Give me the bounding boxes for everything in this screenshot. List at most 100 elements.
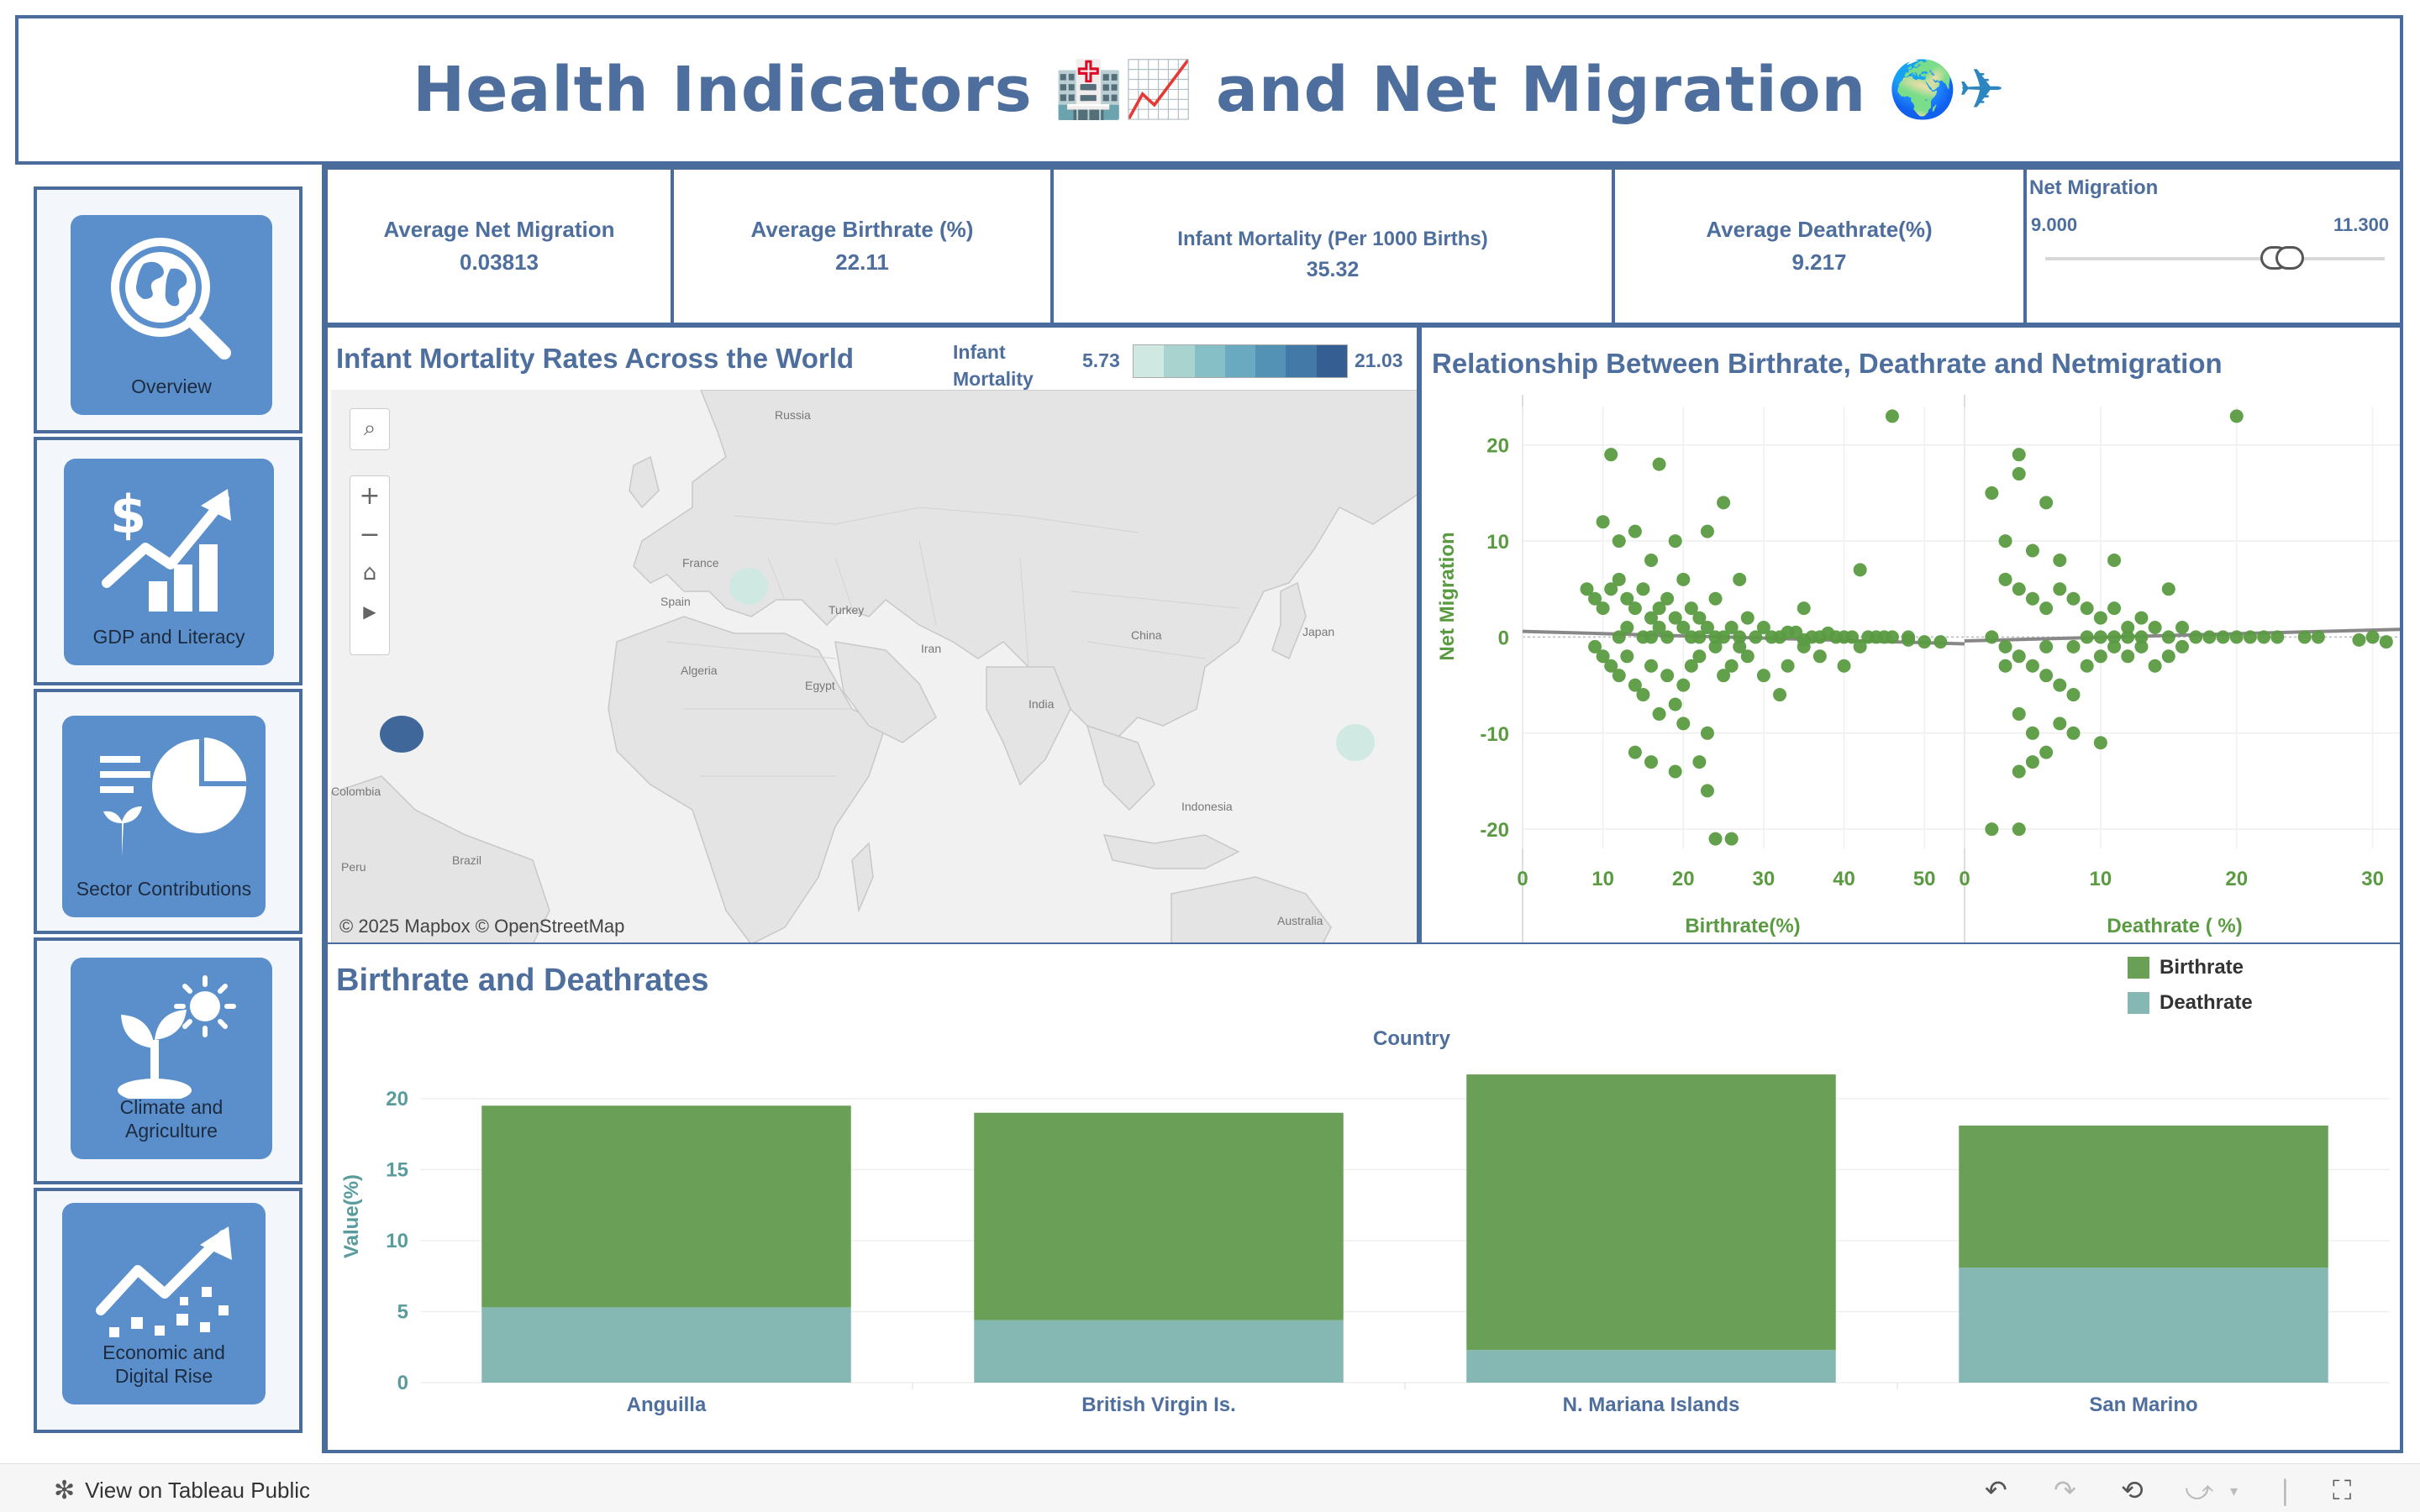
scatter-point-deathrate[interactable]: [2121, 621, 2135, 634]
bar-birthrate[interactable]: [1959, 1125, 2328, 1268]
scatter-point-deathrate[interactable]: [2053, 582, 2067, 596]
scatter-point-birthrate[interactable]: [1708, 639, 1723, 654]
scatter-point-deathrate[interactable]: [2012, 649, 2026, 664]
scatter-point-deathrate[interactable]: [2161, 649, 2175, 664]
scatter-point-deathrate[interactable]: [2093, 649, 2107, 664]
scatter-point-birthrate[interactable]: [1812, 630, 1827, 644]
scatter-point-birthrate[interactable]: [1628, 524, 1642, 538]
scatter-point-birthrate[interactable]: [1604, 659, 1618, 673]
scatter-point-birthrate[interactable]: [1620, 621, 1634, 634]
scatter-point-birthrate[interactable]: [1636, 688, 1650, 702]
scatter-point-deathrate[interactable]: [2229, 409, 2244, 423]
scatter-point-deathrate[interactable]: [2093, 736, 2107, 750]
redo-icon[interactable]: ↷: [2054, 1474, 2076, 1506]
scatter-point-deathrate[interactable]: [2107, 630, 2122, 644]
scatter-point-birthrate[interactable]: [1580, 582, 1594, 596]
scatter-point-birthrate[interactable]: [1733, 572, 1747, 586]
scatter-point-birthrate[interactable]: [1733, 630, 1747, 644]
scatter-point-birthrate[interactable]: [1652, 457, 1666, 471]
scatter-point-deathrate[interactable]: [2012, 582, 2026, 596]
scatter-point-deathrate[interactable]: [2134, 611, 2149, 625]
bar-birthrate[interactable]: [1466, 1074, 1836, 1351]
scatter-point-birthrate[interactable]: [1797, 633, 1811, 647]
slider-handle-max[interactable]: [2275, 246, 2304, 270]
scatter-point-birthrate[interactable]: [1644, 553, 1659, 567]
scatter-point-birthrate[interactable]: [1692, 649, 1707, 664]
scatter-point-deathrate[interactable]: [2365, 630, 2380, 644]
map-search-button[interactable]: ⌕: [363, 415, 376, 441]
scatter-point-birthrate[interactable]: [1684, 659, 1698, 673]
scatter-point-birthrate[interactable]: [1628, 678, 1642, 692]
scatter-point-birthrate[interactable]: [1612, 572, 1626, 586]
scatter-point-deathrate[interactable]: [1998, 534, 2012, 549]
scatter-point-deathrate[interactable]: [2025, 726, 2039, 740]
scatter-point-deathrate[interactable]: [2093, 630, 2107, 644]
scatter-point-birthrate[interactable]: [1676, 621, 1691, 634]
scatter-point-deathrate[interactable]: [2039, 639, 2054, 654]
scatter-point-birthrate[interactable]: [1918, 635, 1932, 649]
scatter-point-deathrate[interactable]: [2039, 669, 2054, 683]
scatter-point-birthrate[interactable]: [1756, 621, 1770, 634]
map-marker-pacific[interactable]: [1336, 724, 1375, 761]
scatter-point-deathrate[interactable]: [2148, 659, 2162, 673]
map-home-button[interactable]: ⌂: [362, 560, 377, 585]
scatter-point-birthrate[interactable]: [1652, 621, 1666, 634]
scatter-point-birthrate[interactable]: [1733, 639, 1747, 654]
scatter-point-deathrate[interactable]: [2161, 630, 2175, 644]
scatter-point-birthrate[interactable]: [1612, 630, 1626, 644]
scatter-point-deathrate[interactable]: [2066, 688, 2081, 702]
scatter-point-deathrate[interactable]: [2175, 639, 2189, 654]
map-zoom-in-button[interactable]: +: [359, 480, 381, 511]
scatter-point-birthrate[interactable]: [1740, 649, 1754, 664]
scatter-point-birthrate[interactable]: [1652, 706, 1666, 721]
scatter-point-birthrate[interactable]: [1660, 669, 1675, 683]
scatter-point-birthrate[interactable]: [1668, 534, 1682, 549]
scatter-point-birthrate[interactable]: [1644, 611, 1659, 625]
bar-deathrate[interactable]: [1959, 1268, 2328, 1383]
bar-birthrate[interactable]: [481, 1105, 851, 1308]
map-marker-europe[interactable]: [729, 568, 768, 605]
scatter-point-birthrate[interactable]: [1588, 639, 1602, 654]
scatter-point-birthrate[interactable]: [1885, 409, 1899, 423]
scatter-point-deathrate[interactable]: [2012, 448, 2026, 462]
scatter-point-birthrate[interactable]: [1773, 688, 1787, 702]
scatter-point-deathrate[interactable]: [2243, 630, 2257, 644]
scatter-point-birthrate[interactable]: [1933, 635, 1948, 649]
legend-item-deathrate[interactable]: Deathrate: [2128, 991, 2253, 1015]
nav-climate-agriculture-button[interactable]: Climate and Agriculture: [71, 958, 272, 1159]
scatter-point-deathrate[interactable]: [2379, 635, 2393, 649]
map-zoom-out-button[interactable]: −: [359, 519, 381, 549]
scatter-point-birthrate[interactable]: [1620, 591, 1634, 606]
scatter-point-birthrate[interactable]: [1700, 726, 1714, 740]
scatter-point-birthrate[interactable]: [1902, 633, 1916, 647]
scatter-point-deathrate[interactable]: [2012, 467, 2026, 481]
refresh-icon[interactable]: ⤻: [2185, 1474, 2214, 1506]
scatter-point-deathrate[interactable]: [1998, 659, 2012, 673]
scatter-point-birthrate[interactable]: [1717, 496, 1731, 510]
scatter-point-deathrate[interactable]: [2175, 621, 2189, 634]
scatter-point-deathrate[interactable]: [2012, 706, 2026, 721]
scatter-point-birthrate[interactable]: [1812, 649, 1827, 664]
scatter-point-birthrate[interactable]: [1604, 582, 1618, 596]
scatter-point-birthrate[interactable]: [1660, 630, 1675, 644]
scatter-point-deathrate[interactable]: [2053, 678, 2067, 692]
scatter-point-deathrate[interactable]: [2229, 630, 2244, 644]
scatter-point-deathrate[interactable]: [2039, 745, 2054, 759]
scatter-point-deathrate[interactable]: [2025, 591, 2039, 606]
scatter-point-birthrate[interactable]: [1660, 591, 1675, 606]
scatter-point-birthrate[interactable]: [1740, 611, 1754, 625]
net-migration-slider-track[interactable]: [2045, 257, 2385, 260]
scatter-point-birthrate[interactable]: [1636, 582, 1650, 596]
scatter-point-birthrate[interactable]: [1853, 639, 1867, 654]
scatter-point-birthrate[interactable]: [1781, 659, 1795, 673]
scatter-point-birthrate[interactable]: [1644, 630, 1659, 644]
scatter-point-birthrate[interactable]: [1596, 601, 1610, 616]
scatter-point-deathrate[interactable]: [2080, 659, 2094, 673]
scatter-point-birthrate[interactable]: [1700, 784, 1714, 798]
refresh-dropdown-icon[interactable]: ▾: [2230, 1483, 2238, 1500]
scatter-point-deathrate[interactable]: [2053, 717, 2067, 731]
scatter-point-birthrate[interactable]: [1668, 697, 1682, 711]
scatter-point-deathrate[interactable]: [1998, 639, 2012, 654]
scatter-point-deathrate[interactable]: [2270, 630, 2285, 644]
scatter-point-birthrate[interactable]: [1628, 601, 1642, 616]
